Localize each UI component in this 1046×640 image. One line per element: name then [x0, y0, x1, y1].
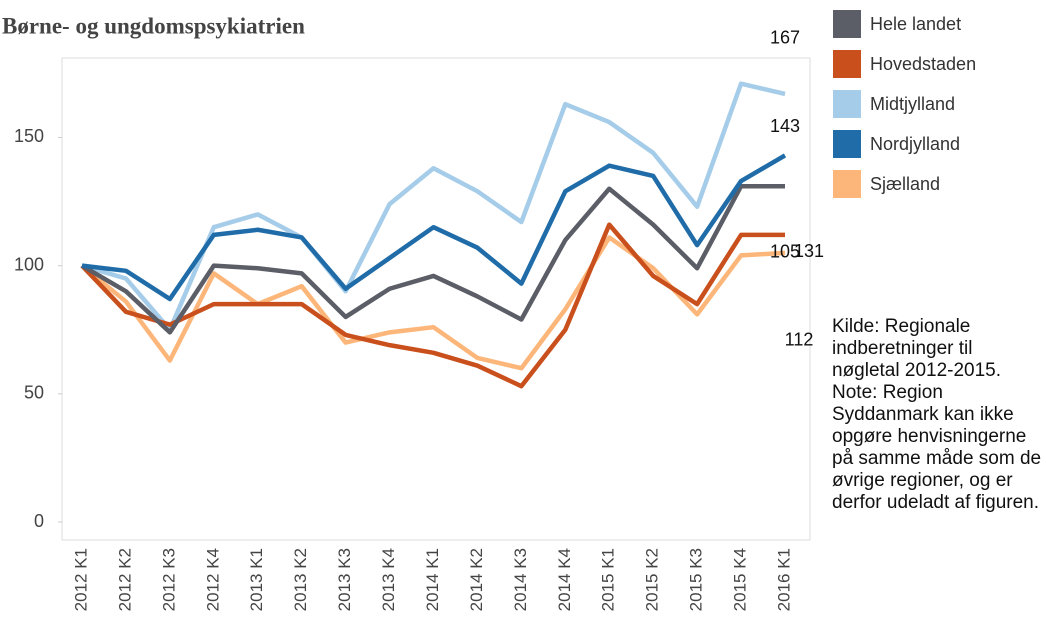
x-tick-label: 2013 K2 [291, 548, 310, 611]
x-tick-label: 2014 K1 [423, 548, 442, 611]
x-tick-label: 2012 K3 [159, 548, 178, 611]
data-label: 112 [785, 330, 814, 350]
x-tick-label: 2013 K3 [335, 548, 354, 611]
x-tick-label: 2012 K4 [203, 548, 222, 611]
y-tick-label: 100 [14, 254, 44, 274]
data-label: 167 [770, 28, 800, 48]
series-line [81, 81, 786, 333]
y-tick-label: 50 [24, 383, 44, 403]
y-tick-label: 0 [34, 511, 44, 531]
x-tick-label: 2014 K2 [467, 548, 486, 611]
data-label: 131 [794, 241, 824, 261]
legend-label: Hovedstaden [870, 54, 976, 74]
x-tick-label: 2013 K4 [379, 548, 398, 611]
series-line [80, 183, 785, 335]
x-tick-label: 2015 K3 [687, 548, 706, 611]
legend-swatch [833, 130, 861, 158]
y-tick-label: 150 [14, 126, 44, 146]
x-tick-label: 2012 K1 [71, 548, 90, 611]
x-tick-label: 2014 K3 [511, 548, 530, 611]
x-tick-label: 2016 K1 [774, 548, 793, 611]
legend-swatch [833, 50, 861, 78]
x-tick-label: 2014 K4 [555, 548, 574, 611]
legend-swatch [833, 170, 861, 198]
legend-swatch [833, 10, 861, 38]
series-line [80, 222, 785, 389]
legend-label: Hele landet [870, 14, 961, 34]
plot-frame [61, 57, 811, 541]
series-line [81, 153, 787, 302]
data-label: 143 [770, 116, 800, 136]
legend-label: Nordjylland [870, 134, 960, 154]
source-note: Kilde: Regionale indberetninger til nøgl… [832, 316, 1042, 513]
data-label: 105 [770, 242, 800, 262]
legend-label: Sjælland [870, 174, 940, 194]
x-tick-label: 2012 K2 [115, 548, 134, 611]
legend-swatch [833, 90, 861, 118]
x-tick-label: 2013 K1 [247, 548, 266, 611]
x-tick-label: 2015 K1 [599, 548, 618, 611]
x-tick-label: 2015 K2 [643, 548, 662, 611]
legend-label: Midtjylland [870, 94, 955, 114]
x-tick-label: 2015 K4 [731, 548, 750, 611]
chart-title: Børne- og ungdomspsykiatrien [2, 13, 305, 38]
